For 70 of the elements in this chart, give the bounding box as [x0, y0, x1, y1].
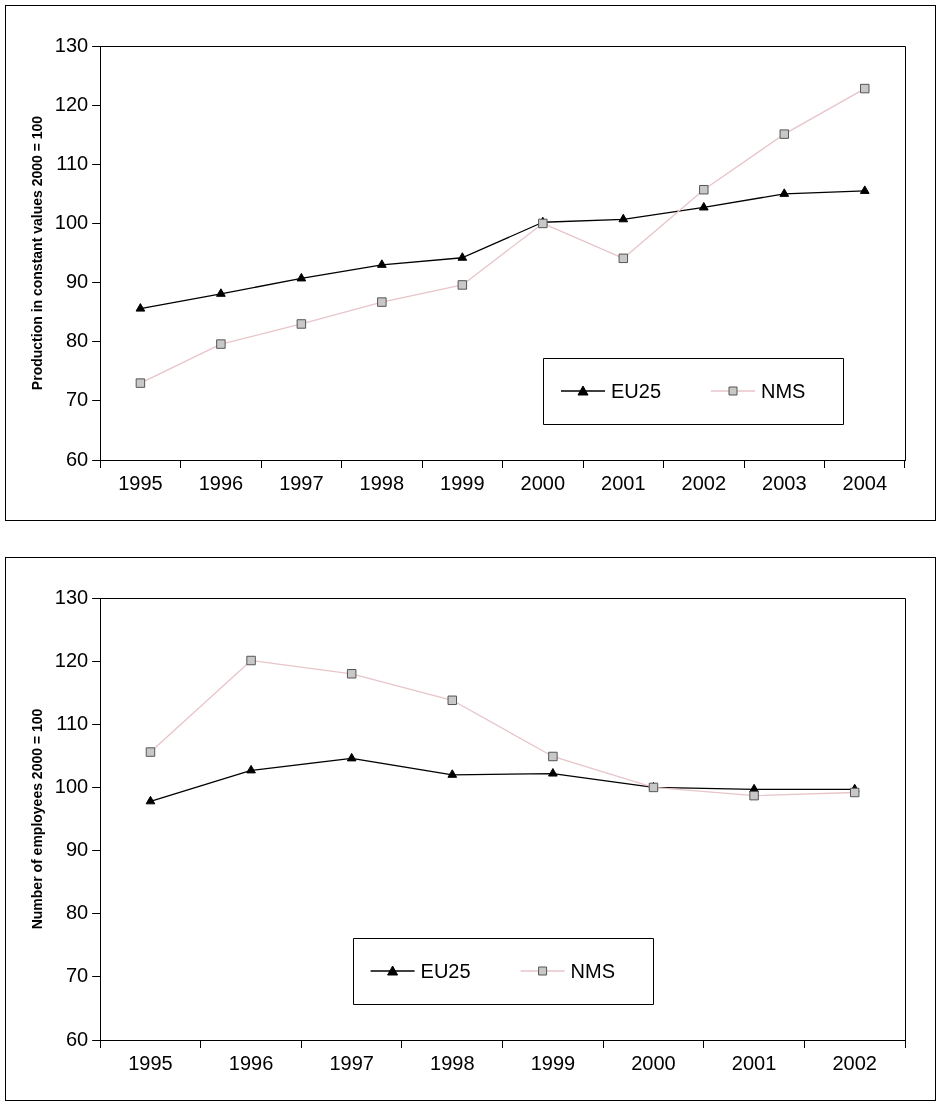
x-tick-label: 1995 — [118, 471, 163, 494]
point — [548, 751, 558, 762]
y-axis-title: Production in constant values 2000 = 100 — [29, 115, 46, 391]
y-tick-label: 90 — [65, 838, 89, 861]
point — [296, 319, 307, 329]
x-tick-label: 2000 — [631, 1051, 676, 1074]
point — [779, 129, 790, 139]
x-tick-label: 1997 — [329, 1051, 374, 1074]
point — [698, 201, 709, 211]
point — [296, 272, 307, 282]
y-tick-label: 100 — [54, 210, 89, 233]
y-tick-label: 60 — [65, 447, 89, 470]
point — [216, 339, 226, 349]
x-tick-label: 1996 — [198, 471, 244, 494]
point — [447, 695, 458, 706]
y-tick-label: 110 — [56, 711, 89, 734]
point — [145, 795, 156, 805]
x-tick-label: 2004 — [842, 471, 888, 494]
point — [859, 185, 870, 194]
legend-label: EU25 — [611, 379, 662, 402]
y-tick-label: 110 — [56, 151, 89, 174]
x-tick-label: 2002 — [832, 1051, 877, 1074]
x-tick-label: 1995 — [128, 1051, 173, 1074]
point — [699, 184, 709, 195]
point — [457, 252, 468, 261]
y-tick-label: 80 — [65, 901, 89, 924]
y-tick-label: 120 — [54, 648, 89, 671]
y-tick-label: 100 — [54, 774, 89, 797]
point — [749, 790, 759, 801]
y-tick-label: 60 — [65, 1027, 89, 1050]
point — [860, 83, 870, 94]
point — [618, 253, 629, 264]
x-tick-label: 1998 — [430, 1051, 475, 1074]
y-tick-label: 130 — [54, 33, 89, 56]
point — [548, 768, 558, 777]
point — [135, 378, 146, 388]
x-tick-label: 1998 — [359, 471, 405, 494]
x-tick-label: 2003 — [762, 471, 807, 494]
point — [618, 213, 629, 223]
point — [377, 297, 387, 307]
x-tick-label: 2001 — [601, 471, 646, 494]
x-tick-label: 1999 — [530, 1051, 576, 1074]
point — [346, 752, 357, 762]
point — [346, 669, 357, 679]
legend-label: NMS — [761, 379, 806, 402]
point — [246, 764, 256, 774]
point — [779, 188, 790, 197]
y-tick-label: 130 — [54, 585, 89, 608]
point — [377, 259, 387, 268]
y-tick-label: 90 — [65, 270, 89, 293]
point — [447, 769, 458, 778]
x-tick-label: 1996 — [228, 1051, 274, 1074]
point — [145, 747, 156, 757]
legend-label: NMS — [570, 959, 616, 982]
x-tick-label: 2001 — [731, 1051, 777, 1074]
x-tick-label: 2002 — [681, 471, 727, 494]
point — [457, 280, 468, 290]
y-tick-label: 70 — [65, 388, 89, 411]
x-tick-label: 1997 — [279, 471, 324, 494]
point — [216, 288, 226, 297]
x-tick-label: 1999 — [440, 471, 485, 494]
x-tick-label: 2000 — [520, 471, 566, 494]
legend-label: EU25 — [420, 959, 471, 982]
y-tick-label: 120 — [54, 92, 89, 115]
point — [135, 303, 146, 312]
y-tick-label: 70 — [65, 964, 89, 987]
y-tick-label: 80 — [65, 329, 89, 352]
point — [849, 787, 860, 798]
y-axis-title: Number of employees 2000 = 100 — [29, 708, 46, 930]
point — [246, 655, 256, 666]
